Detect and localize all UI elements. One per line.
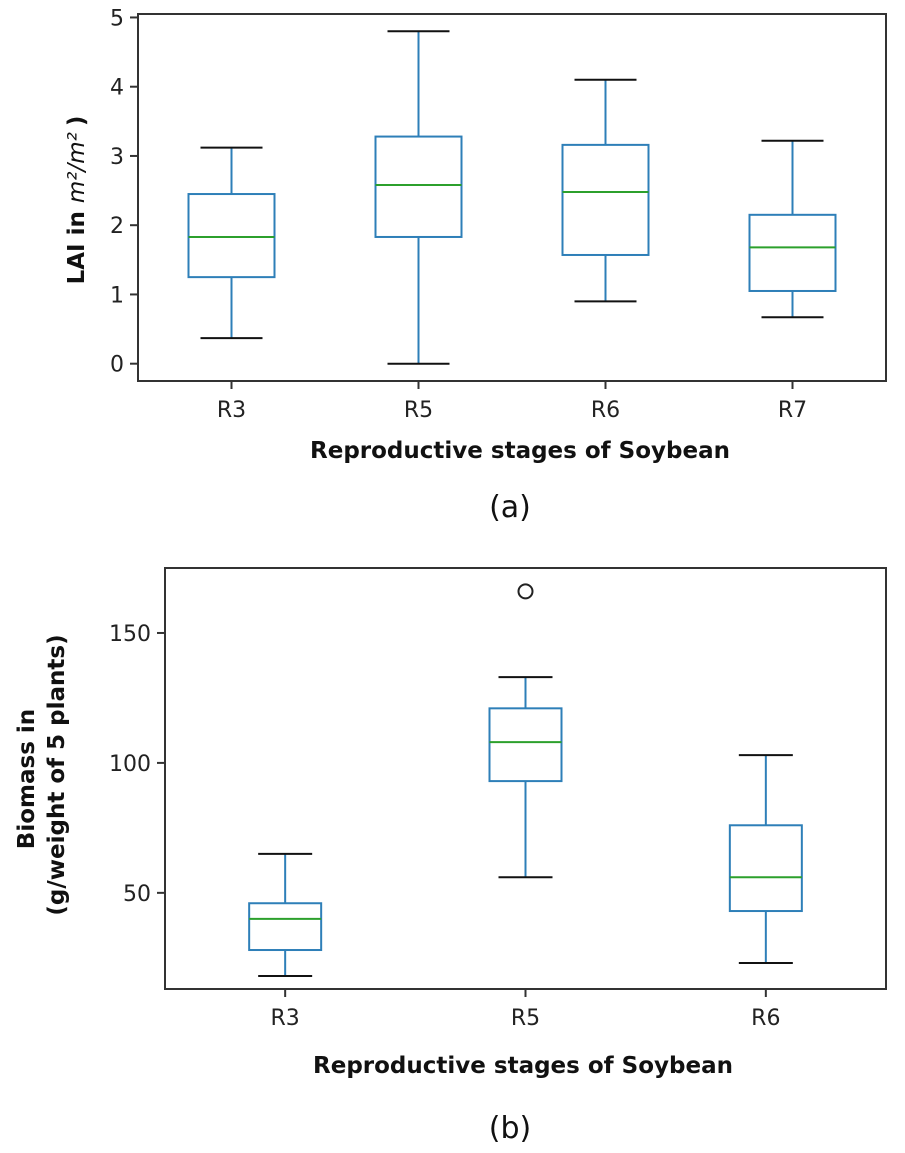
chart-panel-b: 50 100 150 R3 R5 R6 Reproductive stages of S… [14, 567, 887, 1146]
box-R5 [488, 583, 563, 879]
x-tick-label: R6 [591, 398, 620, 423]
y-tick-label: 50 [123, 882, 151, 907]
y-axis-label-a: LAI in m²/m²) [64, 116, 90, 285]
box-R6 [728, 754, 803, 965]
y-tick-label: 0 [110, 353, 124, 378]
x-axis-b: R3 R5 R6 [271, 989, 780, 1031]
plot-frame-a [137, 13, 887, 382]
box-R7 [748, 139, 837, 319]
panel-label-b: (b) [489, 1111, 531, 1146]
iqr-box [748, 213, 837, 292]
y-tick-label: 1 [110, 283, 124, 308]
y-axis-b: 50 100 150 [109, 622, 165, 907]
box-R3 [187, 146, 276, 340]
box-series-b [248, 583, 803, 978]
y-tick-label: 4 [110, 76, 124, 101]
iqr-box [374, 135, 463, 238]
chart-panel-a: 0 1 2 3 4 5 R3 R5 R6 R7 Reproductive stages of S… [64, 6, 887, 525]
y-tick-label: 5 [110, 6, 124, 31]
x-tick-label: R6 [751, 1006, 780, 1031]
plot-frame-b [164, 567, 887, 990]
x-axis-label-a: Reproductive stages of Soybean [310, 438, 730, 464]
panel-label-a: (a) [489, 490, 531, 525]
x-tick-label: R3 [217, 398, 246, 423]
x-tick-label: R3 [271, 1006, 300, 1031]
iqr-box [187, 193, 276, 279]
box-R3 [248, 852, 323, 978]
y-tick-label: 3 [110, 145, 124, 170]
iqr-box [561, 143, 650, 256]
iqr-box [488, 707, 563, 783]
x-tick-label: R7 [778, 398, 807, 423]
x-tick-label: R5 [511, 1006, 540, 1031]
x-axis-label-b: Reproductive stages of Soybean [313, 1053, 733, 1079]
y-axis-label-b: Biomass in (g/weight of 5 plants) [14, 634, 70, 915]
y-tick-label: 150 [109, 622, 151, 647]
outlier-point [517, 583, 534, 600]
x-axis-a: R3 R5 R6 R7 [217, 381, 807, 423]
iqr-box [728, 824, 803, 913]
x-tick-label: R5 [404, 398, 433, 423]
y-tick-label: 2 [110, 214, 124, 239]
box-series-a [187, 30, 837, 365]
iqr-box [248, 902, 323, 952]
y-axis-a: 0 1 2 3 4 5 [110, 6, 138, 378]
box-R6 [561, 78, 650, 303]
box-R5 [374, 30, 463, 365]
y-tick-label: 100 [109, 752, 151, 777]
